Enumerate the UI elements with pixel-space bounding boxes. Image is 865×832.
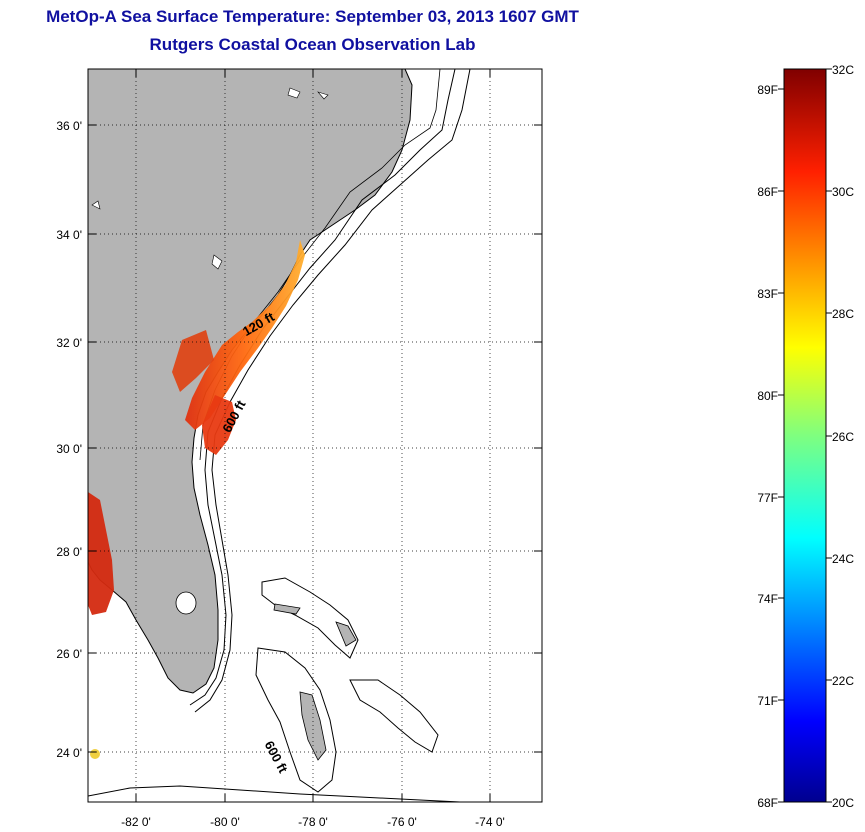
bahamas-island — [335, 621, 357, 647]
colorbar-f-label: 68F — [757, 796, 778, 810]
colorbar-c-label: 20C — [832, 796, 854, 810]
lat-tick-label: 34 0' — [56, 228, 82, 242]
lake-okeechobee — [175, 591, 197, 615]
colorbar-f-label: 83F — [757, 287, 778, 301]
colorbar-f-label: 74F — [757, 592, 778, 606]
colorbar-c-label: 32C — [832, 63, 854, 77]
colorbar-f-label: 71F — [757, 694, 778, 708]
bahamas-bank-central — [255, 647, 337, 793]
lat-tick-label: 26 0' — [56, 647, 82, 661]
lon-tick-label: -78 0' — [298, 815, 328, 829]
colorbar-c-label: 28C — [832, 307, 854, 321]
lat-tick-label: 28 0' — [56, 545, 82, 559]
lon-tick-label: -76 0' — [387, 815, 417, 829]
sst-swath-georgia-inshore — [172, 330, 214, 392]
colorbar-ticks — [778, 68, 832, 803]
lat-tick-label: 36 0' — [56, 119, 82, 133]
map-subtitle: Rutgers Coastal Ocean Observation Lab — [149, 35, 476, 54]
colorbar-c-label: 30C — [832, 185, 854, 199]
lon-tick-label: -82 0' — [121, 815, 151, 829]
sst-swath-florida-east — [202, 395, 236, 455]
lon-tick-label: -80 0' — [210, 815, 240, 829]
frame-ticks — [88, 69, 542, 802]
lat-tick-label: 30 0' — [56, 442, 82, 456]
land-mainland — [88, 69, 413, 694]
colorbar-f-label: 80F — [757, 389, 778, 403]
colorbar-c-label: 26C — [832, 430, 854, 444]
cuba-coast — [88, 785, 461, 802]
lat-tick-label: 24 0' — [56, 746, 82, 760]
lat-tick-label: 32 0' — [56, 336, 82, 350]
lake — [91, 200, 101, 210]
lon-tick-label: -74 0' — [475, 815, 505, 829]
lake — [211, 254, 223, 270]
colorbar-f-label: 89F — [757, 83, 778, 97]
map-title: MetOp-A Sea Surface Temperature: Septemb… — [46, 7, 579, 26]
colorbar-f-label: 77F — [757, 491, 778, 505]
lake — [317, 91, 329, 100]
colorbar-c-label: 22C — [832, 674, 854, 688]
sst-spot — [90, 749, 100, 759]
sst-swath-gulf — [88, 492, 114, 615]
colorbar — [783, 68, 827, 803]
contour-600ft — [194, 69, 471, 713]
lake — [287, 87, 301, 99]
bahamas-island — [273, 603, 301, 615]
colorbar-f-label: 86F — [757, 185, 778, 199]
sst-swath-georgia-carolina — [185, 240, 305, 430]
colorbar-c-label: 24C — [832, 552, 854, 566]
